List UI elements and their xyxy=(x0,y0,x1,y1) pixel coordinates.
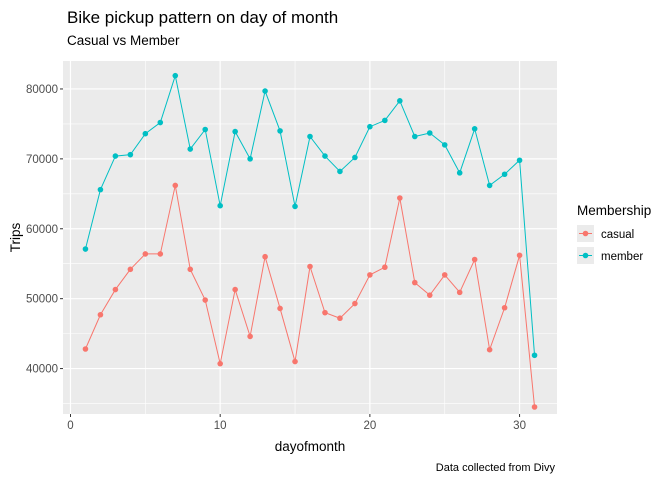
data-point-casual xyxy=(112,286,119,293)
data-point-member xyxy=(352,154,358,161)
data-point-member xyxy=(397,98,403,104)
data-point-casual xyxy=(262,253,268,260)
legend-title: Membership xyxy=(577,203,651,218)
x-tick-label: 20 xyxy=(363,420,376,432)
chart-caption: Data collected from Divy xyxy=(436,462,556,474)
data-point-casual xyxy=(82,346,89,352)
data-point-casual xyxy=(292,358,298,365)
data-point-casual xyxy=(397,195,403,201)
data-point-member xyxy=(202,126,209,133)
data-point-member xyxy=(411,133,418,140)
y-tick-label: 50000 xyxy=(26,294,58,306)
data-point-casual xyxy=(382,264,388,271)
x-tick-label: 30 xyxy=(513,420,526,432)
data-point-member xyxy=(382,117,388,124)
data-point-member xyxy=(157,119,164,126)
data-point-casual xyxy=(142,251,149,257)
data-point-casual xyxy=(232,286,238,293)
data-point-casual xyxy=(157,251,164,257)
data-point-casual xyxy=(97,311,104,318)
data-point-casual xyxy=(367,272,373,278)
data-point-casual xyxy=(187,266,194,273)
data-point-casual xyxy=(247,333,253,340)
data-point-member xyxy=(441,142,448,148)
data-point-member xyxy=(277,128,283,134)
data-point-member xyxy=(217,202,223,209)
data-point-casual xyxy=(337,315,343,322)
y-axis: 40000 50000 60000 70000 80000 xyxy=(26,84,63,376)
data-point-member xyxy=(82,246,89,252)
chart-title: Bike pickup pattern on day of month xyxy=(67,8,338,27)
series-layer xyxy=(82,72,538,410)
legend-item-member: member xyxy=(577,247,643,264)
data-point-member xyxy=(367,123,373,130)
data-point-casual xyxy=(307,263,313,270)
legend-key-point xyxy=(582,252,589,259)
y-tick-label: 40000 xyxy=(26,364,58,376)
data-point-casual xyxy=(456,289,463,296)
grid-major xyxy=(63,61,557,414)
data-point-casual xyxy=(516,252,523,259)
series-casual xyxy=(82,182,538,410)
data-point-member xyxy=(262,88,268,94)
data-point-member xyxy=(142,130,149,137)
data-point-member xyxy=(471,126,478,132)
legend-label: casual xyxy=(601,229,634,241)
y-tick-label: 60000 xyxy=(26,224,58,236)
data-point-member xyxy=(486,182,493,189)
x-tick-label: 0 xyxy=(67,420,73,432)
data-point-casual xyxy=(172,182,179,189)
data-point-casual xyxy=(322,309,328,316)
data-point-casual xyxy=(277,305,283,312)
data-point-casual xyxy=(127,266,134,273)
data-point-member xyxy=(531,352,538,359)
data-point-member xyxy=(172,72,179,79)
data-point-casual xyxy=(202,297,209,303)
data-point-casual xyxy=(471,256,478,263)
data-point-casual xyxy=(486,346,493,353)
data-point-member xyxy=(307,133,313,140)
series-member xyxy=(82,72,538,359)
x-tick-label: 10 xyxy=(214,420,227,432)
data-point-member xyxy=(501,171,508,178)
y-axis-title: Trips xyxy=(8,223,23,253)
y-tick-label: 80000 xyxy=(26,84,58,96)
data-point-member xyxy=(456,170,463,176)
data-point-member xyxy=(247,156,253,162)
data-point-member xyxy=(292,203,298,210)
data-point-casual xyxy=(411,279,418,286)
data-point-member xyxy=(426,130,433,136)
data-point-casual xyxy=(501,304,508,311)
data-point-casual xyxy=(352,300,358,307)
data-point-member xyxy=(516,157,523,164)
x-axis-title: dayofmonth xyxy=(275,439,346,454)
data-point-member xyxy=(187,146,194,152)
data-point-member xyxy=(322,153,328,159)
chart-subtitle: Casual vs Member xyxy=(67,33,180,48)
data-point-member xyxy=(112,153,119,159)
data-point-casual xyxy=(531,404,538,410)
y-tick-label: 70000 xyxy=(26,154,58,166)
x-axis: 0 10 20 30 xyxy=(67,414,526,432)
plot-panel xyxy=(63,61,557,414)
legend-key-point xyxy=(582,230,589,237)
data-point-casual xyxy=(441,272,448,278)
data-point-casual xyxy=(426,292,433,298)
data-point-member xyxy=(337,168,343,175)
legend-label: member xyxy=(601,251,643,263)
legend-item-casual: casual xyxy=(577,225,634,242)
data-point-member xyxy=(127,151,134,158)
data-point-casual xyxy=(217,360,223,367)
legend: casual member xyxy=(577,225,643,264)
data-point-member xyxy=(232,128,238,135)
data-point-member xyxy=(97,186,104,193)
